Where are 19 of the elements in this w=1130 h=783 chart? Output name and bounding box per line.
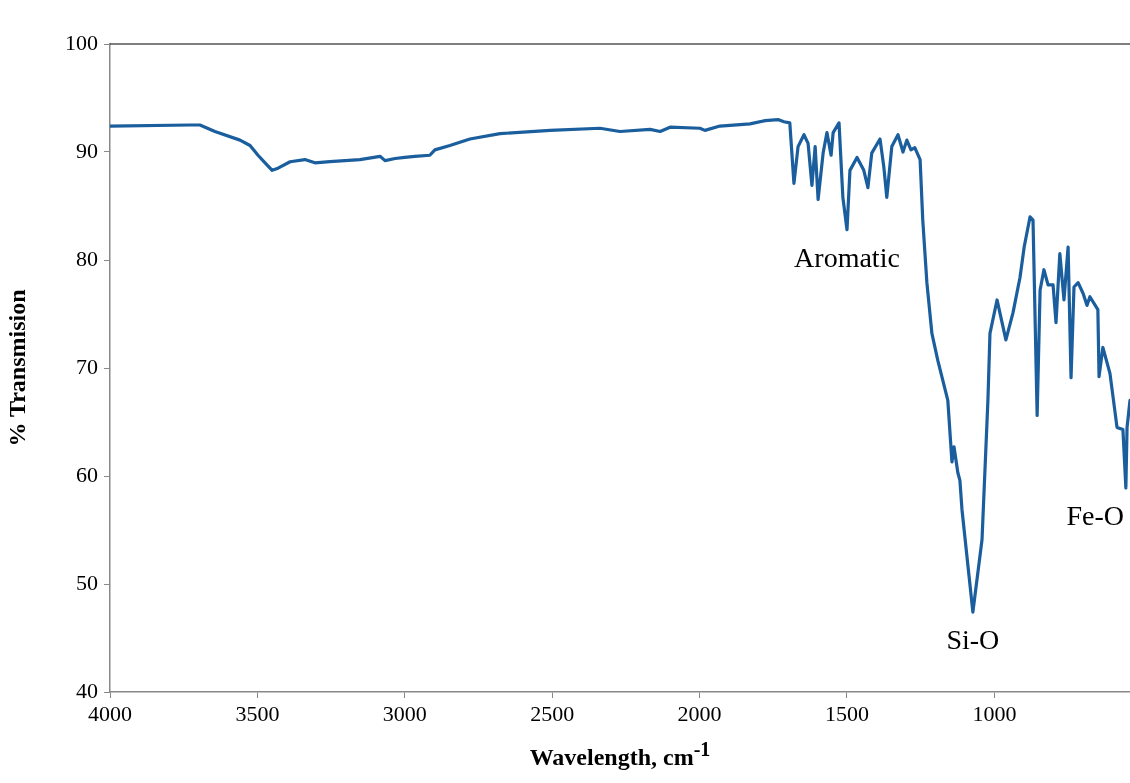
y-tick-label: 70 xyxy=(76,353,98,379)
x-tick-label: 2500 xyxy=(530,700,575,726)
x-tick-label: 3500 xyxy=(235,700,280,726)
x-axis-title: Wavelength, cm$^{-1}$ xyxy=(529,738,711,770)
y-tick-label: 90 xyxy=(76,137,98,163)
x-tick-label: 1000 xyxy=(972,700,1017,726)
y-tick-label: 40 xyxy=(76,677,98,703)
annotation: Aromatic xyxy=(794,242,900,274)
y-tick-label: 80 xyxy=(76,245,98,271)
y-tick-label: 100 xyxy=(65,29,98,55)
x-tick-label: 4000 xyxy=(88,700,132,726)
x-tick-label: 2000 xyxy=(677,700,722,726)
annotation: Fe-O xyxy=(1066,500,1124,532)
y-axis-title: % Transmision xyxy=(3,289,30,447)
y-tick-label: 50 xyxy=(76,569,98,595)
y-tick-label: 60 xyxy=(76,461,98,487)
x-tick-label: 1500 xyxy=(824,700,869,726)
annotation: Si-O xyxy=(946,624,1000,656)
x-tick-label: 3000 xyxy=(382,700,427,726)
